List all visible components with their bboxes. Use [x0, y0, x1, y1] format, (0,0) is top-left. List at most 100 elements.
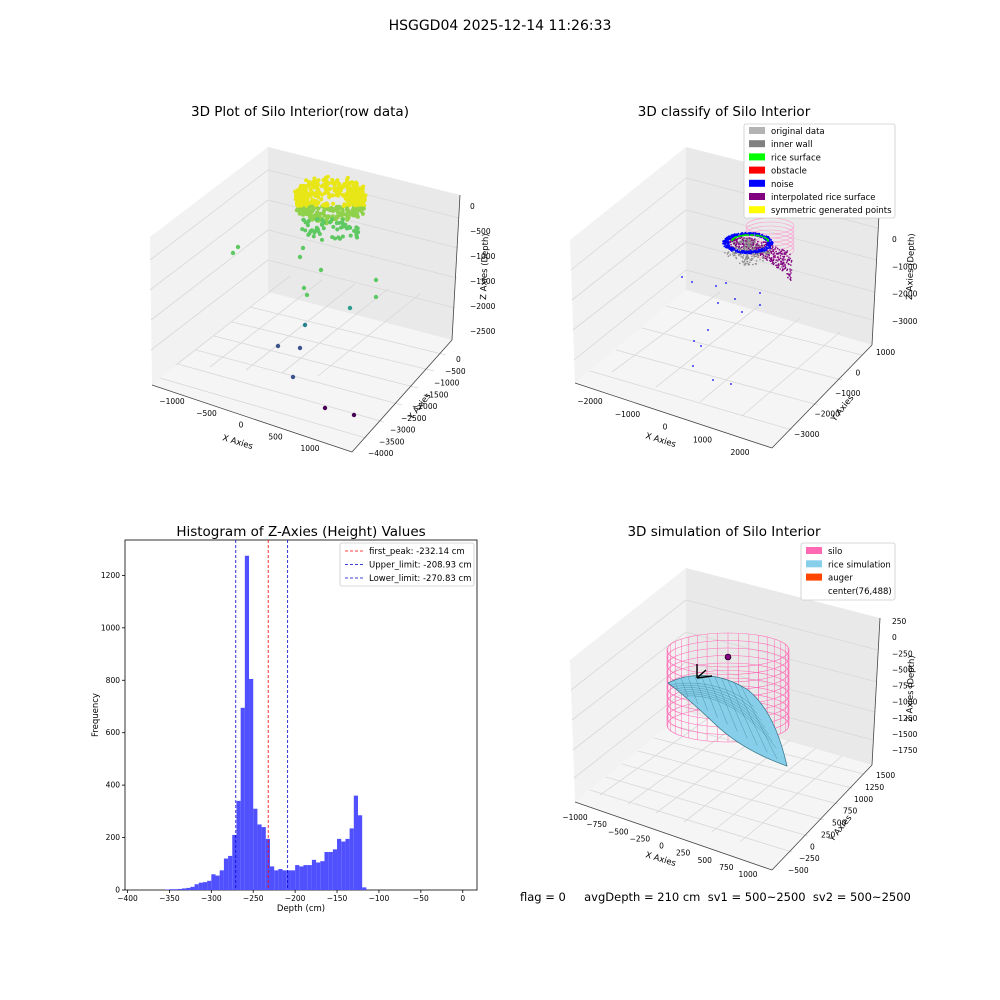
classify-noise-point: [738, 251, 741, 253]
classify-interp-point: [774, 254, 776, 257]
classify-noise-point: [769, 243, 771, 246]
classify-rice-point: [752, 234, 754, 237]
classify-noise-point: [765, 248, 768, 251]
simulation-legend-swatch: [806, 573, 822, 581]
classify-interp-point: [789, 253, 791, 256]
raw-point: [345, 193, 350, 198]
classify-noise-point: [736, 249, 739, 251]
classify-original-point: [752, 246, 755, 249]
classify-original-point: [750, 259, 753, 262]
classify-interp-point: [790, 272, 792, 274]
classify-interp-point: [790, 276, 792, 279]
classify-original-point: [755, 260, 758, 262]
classify-interp-point: [790, 259, 793, 262]
raw-point: [327, 220, 332, 225]
raw-point: [304, 292, 310, 298]
classify-interp-point: [779, 268, 781, 270]
classify-original-point: [744, 262, 746, 265]
classify-interp-point: [783, 253, 785, 256]
classify-interp-point: [786, 269, 788, 272]
classify-interp-point: [790, 261, 793, 263]
classify-interp-point: [736, 238, 738, 241]
raw-point: [322, 220, 326, 225]
raw-point: [294, 192, 299, 197]
classify-interp-point: [738, 237, 740, 239]
histogram-bar: [169, 889, 174, 890]
raw-point: [304, 178, 309, 183]
classify-3d-z-label: Z Axies (Depth): [905, 233, 917, 300]
raw-3d-x-label: X Axies: [221, 433, 254, 452]
histogram-bar: [295, 865, 300, 890]
classify-original-point: [744, 242, 747, 245]
classify-3d-y-tick: −1000: [835, 389, 861, 398]
histogram-bar: [253, 808, 258, 890]
classify-interp-point: [756, 242, 758, 245]
raw-point: [349, 189, 354, 194]
classify-noise-point: [732, 234, 735, 237]
raw-point: [341, 185, 345, 190]
classify-interp-point: [777, 266, 780, 268]
histogram-bar: [353, 795, 358, 890]
classify-noise-point: [691, 281, 693, 283]
histogram-y-tick: 0: [115, 886, 120, 895]
classify-original-point: [765, 252, 767, 255]
classify-original-point: [744, 244, 746, 246]
raw-point: [319, 197, 324, 202]
raw-point: [359, 209, 364, 214]
simulation-3d-y-ticks: 1500 1250 1000 750 500 250 0 −250 −500: [788, 771, 895, 875]
histogram-bar: [332, 849, 338, 890]
classify-noise-point: [759, 304, 761, 306]
histogram-bar: [215, 875, 220, 890]
raw-point: [318, 267, 324, 273]
classify-interp-point: [757, 240, 759, 243]
raw-point: [350, 211, 355, 216]
raw-point: [360, 186, 365, 191]
raw-point: [373, 294, 379, 300]
simulation-rice-surface: [667, 675, 788, 767]
figure-supertitle: HSGGD04 2025-12-14 11:26:33: [388, 18, 612, 34]
classify-legend-label: noise: [771, 180, 794, 190]
classify-interp-point: [780, 260, 782, 263]
classify-noise-point: [726, 237, 729, 240]
simulation-legend-label: center(76,488): [828, 587, 892, 597]
classify-original-point: [749, 261, 751, 264]
raw-point: [330, 193, 334, 198]
classify-interp-point: [777, 256, 779, 258]
raw-point: [338, 188, 343, 193]
raw-point: [314, 217, 319, 222]
histogram-bar: [165, 889, 170, 890]
raw-point: [313, 191, 318, 196]
classify-rice-point: [742, 234, 744, 237]
raw-point: [336, 185, 341, 190]
classify-interp-point: [771, 262, 773, 265]
raw-point: [359, 193, 364, 198]
classify-interp-point: [781, 268, 784, 270]
raw-point: [363, 193, 368, 198]
classify-original-point: [735, 252, 738, 254]
classify-3d-z-tick: −1000: [892, 262, 918, 271]
classify-3d-y-ticks: 1000 0 −1000 −2000 −3000: [794, 348, 895, 439]
classify-noise-point: [726, 246, 728, 249]
raw-point: [331, 224, 336, 229]
classify-legend-swatch: [749, 166, 765, 174]
classify-rice-point: [731, 239, 734, 241]
raw-point: [308, 204, 313, 209]
raw-point: [309, 200, 314, 205]
classify-noise-point: [767, 242, 770, 245]
raw-3d-title: 3D Plot of Silo Interior(row data): [191, 104, 409, 120]
simulation-3d-z-label: Z Axies (Depth): [905, 655, 917, 722]
classify-interp-point: [730, 243, 732, 246]
classify-interp-point: [775, 250, 777, 253]
classify-noise-point: [763, 247, 766, 250]
histogram-x-tick: −50: [413, 894, 429, 903]
classify-noise-point: [764, 249, 767, 252]
raw-point: [275, 343, 281, 349]
classify-interp-point: [761, 253, 763, 256]
raw-point: [337, 181, 341, 186]
classify-legend-swatch: [749, 179, 765, 187]
classify-interp-point: [772, 253, 775, 256]
classify-noise-point: [759, 250, 761, 253]
classify-original-point: [753, 253, 756, 255]
classify-interp-point: [764, 243, 767, 246]
classify-3d-y-tick: −2000: [815, 410, 841, 419]
